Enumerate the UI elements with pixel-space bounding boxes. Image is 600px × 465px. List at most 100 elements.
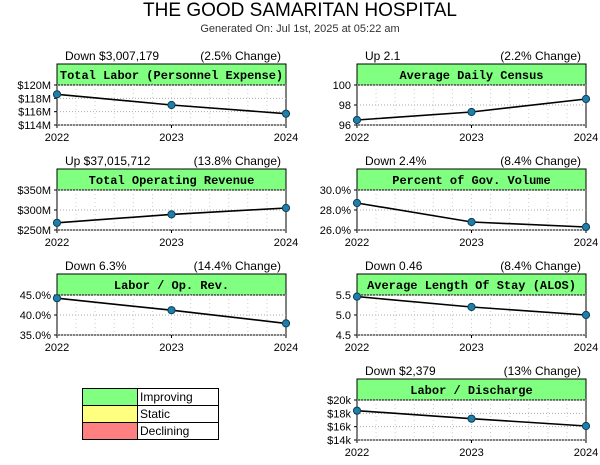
data-point	[281, 319, 291, 328]
chart-panel-6: Down 0.46 (8.4% Change) Average Length Of …	[336, 259, 599, 354]
legend-row-improving: Improving	[82, 388, 219, 406]
data-point	[352, 198, 362, 208]
x-tick-label: 2022	[45, 132, 69, 144]
pct-change: (13.8% Change)	[194, 154, 281, 168]
panel-title: Average Length Of Stay (ALOS)	[367, 279, 576, 293]
data-point	[281, 203, 291, 213]
y-tick-label: $250M	[17, 225, 51, 237]
chart-panel-7: Down $2,379 (13% Change) Labor / Discharge…	[327, 364, 598, 459]
data-point	[467, 414, 476, 423]
x-tick-label: 2024	[574, 447, 598, 459]
change-summary: Down $2,379	[365, 364, 436, 378]
generated-timestamp: Generated On: Jul 1st, 2025 at 05:22 am	[200, 23, 400, 35]
y-tick-label: $14k	[327, 435, 351, 447]
change-summary: Up 2.1	[365, 49, 401, 63]
x-tick-label: 2023	[459, 447, 483, 459]
data-point	[467, 302, 476, 312]
y-tick-label: 100	[333, 80, 351, 92]
data-point	[467, 217, 476, 227]
y-tick-label: 30.0%	[320, 185, 351, 197]
chart-panel-2: Up 2.1 (2.2% Change) Average Daily Census 1…	[333, 49, 599, 144]
x-tick-label: 2022	[45, 237, 69, 249]
panel-title: Percent of Gov. Volume	[392, 174, 550, 188]
data-point	[167, 100, 176, 110]
change-summary: Down $3,007,179	[65, 49, 159, 63]
chart-panel-4: Down 2.4% (8.4% Change) Percent of Gov. Vo…	[320, 154, 598, 249]
x-tick-label: 2024	[574, 342, 598, 354]
data-point	[52, 294, 62, 303]
data-point	[167, 210, 176, 219]
x-tick-label: 2023	[159, 342, 183, 354]
y-tick-label: $20k	[327, 395, 351, 407]
status-legend: Improving Static Declining	[82, 388, 219, 440]
y-tick-label: 98	[339, 100, 351, 112]
data-point	[581, 421, 591, 431]
pct-change: (2.2% Change)	[500, 49, 581, 63]
y-tick-label: $18k	[327, 408, 351, 420]
x-tick-label: 2023	[159, 132, 183, 144]
y-tick-label: 35.0%	[20, 330, 51, 342]
pct-change: (14.4% Change)	[194, 259, 281, 273]
pct-change: (8.4% Change)	[500, 154, 581, 168]
data-point	[352, 115, 362, 125]
x-tick-label: 2024	[574, 132, 598, 144]
data-point	[581, 310, 591, 320]
legend-label-static: Static	[137, 405, 219, 423]
x-tick-label: 2022	[345, 237, 369, 249]
y-tick-label: 5.0	[336, 310, 351, 322]
x-tick-label: 2022	[45, 342, 69, 354]
y-tick-label: $350M	[17, 185, 51, 197]
y-tick-label: $120M	[17, 80, 51, 92]
y-tick-label: $118M	[18, 93, 51, 105]
page-title: THE GOOD SAMARITAN HOSPITAL	[143, 0, 457, 21]
data-point	[52, 90, 62, 99]
legend-label-declining: Declining	[137, 422, 219, 440]
change-summary: Up $37,015,712	[65, 154, 151, 168]
legend-swatch-declining	[82, 422, 138, 440]
legend-row-static: Static	[82, 405, 219, 423]
panel-title: Total Labor (Personnel Expense)	[60, 69, 283, 83]
pct-change: (13% Change)	[504, 364, 581, 378]
change-summary: Down 6.3%	[65, 259, 127, 273]
x-tick-label: 2024	[574, 237, 598, 249]
data-point	[52, 218, 62, 227]
data-point	[467, 107, 476, 117]
y-tick-label: 96	[339, 120, 351, 132]
y-tick-label: $16k	[327, 422, 351, 434]
change-summary: Down 2.4%	[365, 154, 427, 168]
pct-change: (2.5% Change)	[200, 49, 281, 63]
x-tick-label: 2022	[345, 342, 369, 354]
x-tick-label: 2023	[159, 237, 183, 249]
legend-label-improving: Improving	[137, 388, 219, 406]
data-point	[581, 94, 591, 104]
data-point	[581, 222, 591, 232]
panel-title: Total Operating Revenue	[89, 174, 255, 188]
x-tick-label: 2023	[459, 342, 483, 354]
x-tick-label: 2022	[345, 447, 369, 459]
panel-title: Labor / Discharge	[410, 384, 532, 398]
pct-change: (8.4% Change)	[500, 259, 581, 273]
y-tick-label: 40.0%	[20, 310, 51, 322]
y-tick-label: $116M	[18, 107, 51, 119]
y-tick-label: 26.0%	[320, 225, 351, 237]
chart-panel-3: Up $37,015,712 (13.8% Change) Total Operat…	[17, 154, 298, 249]
y-tick-label: 45.0%	[20, 290, 51, 302]
legend-swatch-improving	[82, 388, 138, 406]
data-point	[281, 109, 291, 118]
x-tick-label: 2022	[345, 132, 369, 144]
data-point	[352, 292, 362, 301]
y-tick-label: 4.5	[336, 330, 351, 342]
change-summary: Down 0.46	[365, 259, 423, 273]
y-tick-label: $114M	[18, 120, 51, 132]
data-point	[352, 406, 362, 415]
data-point	[167, 306, 176, 315]
x-tick-label: 2024	[274, 342, 298, 354]
y-tick-label: 5.5	[336, 290, 351, 302]
chart-panel-5: Down 6.3% (14.4% Change) Labor / Op. Rev. 4…	[20, 259, 298, 354]
panel-title: Labor / Op. Rev.	[114, 279, 229, 293]
x-tick-label: 2023	[459, 132, 483, 144]
x-tick-label: 2024	[274, 132, 298, 144]
x-tick-label: 2023	[459, 237, 483, 249]
legend-row-declining: Declining	[82, 422, 219, 440]
